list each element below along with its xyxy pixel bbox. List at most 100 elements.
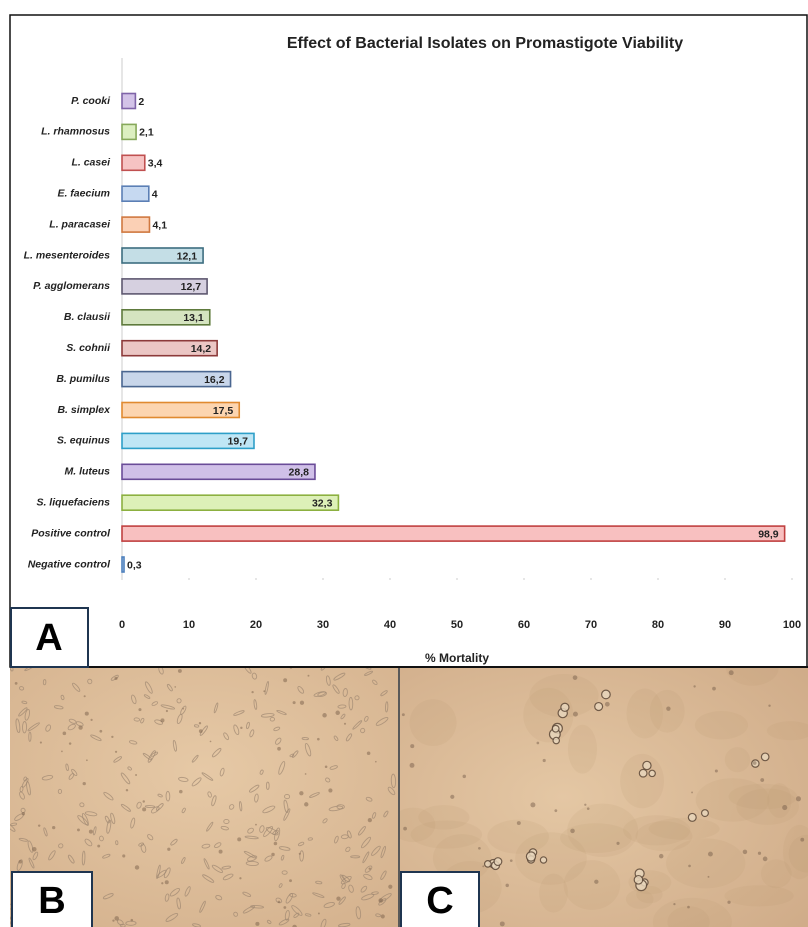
bar	[122, 124, 136, 139]
speck	[729, 670, 734, 675]
speck	[510, 859, 513, 862]
speck	[240, 727, 242, 729]
speck	[796, 796, 801, 801]
value-label: 12,1	[177, 250, 198, 262]
bar	[122, 94, 135, 109]
round-cell	[540, 857, 546, 863]
speck	[688, 865, 691, 868]
x-tick-label: 60	[518, 619, 530, 631]
speck	[61, 751, 63, 753]
speck	[161, 882, 163, 884]
round-cell	[526, 852, 535, 861]
speck	[463, 775, 466, 778]
blur	[560, 823, 632, 853]
speck	[135, 774, 137, 776]
speck	[782, 805, 787, 810]
value-label: 98,9	[758, 528, 779, 540]
speck	[126, 789, 128, 791]
speck	[378, 898, 383, 903]
y-tick-label: M. luteus	[64, 466, 110, 478]
speck	[299, 853, 301, 855]
speck	[318, 912, 320, 914]
y-tick-label: P. cooki	[71, 95, 111, 107]
value-label: 2,1	[139, 127, 154, 139]
speck	[160, 718, 164, 722]
speck	[283, 678, 287, 682]
speck	[32, 847, 37, 852]
speck	[138, 708, 141, 711]
speck	[299, 791, 303, 795]
blur	[725, 885, 794, 906]
value-label: 19,7	[228, 436, 249, 448]
x-tick-label: 10	[183, 619, 195, 631]
value-label: 4,1	[152, 219, 167, 231]
speck	[277, 747, 281, 751]
speck	[616, 842, 619, 845]
bar	[122, 495, 338, 510]
speck	[182, 708, 184, 710]
speck	[715, 770, 718, 773]
y-tick-label: L. mesenteroides	[24, 249, 111, 261]
y-tick-label: L. rhamnosus	[41, 126, 110, 138]
speck	[283, 906, 286, 909]
speck	[763, 857, 768, 862]
speck	[743, 850, 748, 855]
speck	[517, 821, 521, 825]
speck	[69, 742, 71, 744]
speck	[255, 922, 259, 926]
speck	[77, 828, 80, 831]
speck	[142, 807, 146, 811]
speck	[712, 687, 716, 691]
round-cell	[553, 737, 559, 743]
speck	[300, 701, 304, 705]
x-tick-label: 20	[250, 619, 262, 631]
panel-label: A	[35, 617, 62, 659]
blur	[666, 838, 745, 888]
speck	[97, 845, 100, 848]
speck	[305, 773, 307, 775]
speck	[304, 802, 308, 806]
speck	[38, 824, 40, 826]
speck	[179, 790, 183, 794]
blur	[767, 783, 791, 818]
speck	[63, 732, 67, 736]
y-tick-label: S. cohnii	[66, 342, 111, 354]
speck	[605, 702, 610, 707]
speck	[289, 879, 292, 882]
speck	[666, 706, 670, 710]
speck	[165, 880, 169, 884]
round-cell	[552, 725, 559, 732]
speck	[90, 719, 92, 721]
y-tick-label: P. agglomerans	[33, 280, 110, 292]
blur	[410, 699, 457, 746]
speck	[325, 765, 328, 768]
blur	[725, 747, 750, 772]
speck	[271, 853, 274, 856]
speck	[543, 759, 546, 762]
bar	[122, 526, 785, 541]
bar	[122, 155, 145, 170]
speck	[368, 818, 372, 822]
y-tick-label: L. casei	[71, 157, 111, 169]
value-label: 12,7	[181, 281, 202, 293]
speck	[375, 761, 377, 763]
speck	[255, 824, 257, 826]
speck	[89, 830, 93, 834]
speck	[760, 778, 764, 782]
speck	[115, 751, 117, 753]
round-cell	[761, 753, 769, 761]
speck	[573, 712, 578, 717]
y-tick-label: B. clausii	[64, 311, 111, 323]
blur	[620, 754, 664, 808]
speck	[143, 800, 145, 802]
blur	[568, 725, 597, 774]
speck	[344, 723, 346, 725]
bar	[122, 557, 124, 572]
y-tick-label: S. liquefaciens	[36, 496, 110, 508]
speck	[570, 829, 575, 834]
speck	[274, 842, 278, 846]
speck	[594, 880, 598, 884]
speck	[687, 906, 690, 909]
speck	[584, 804, 586, 806]
speck	[86, 759, 88, 761]
